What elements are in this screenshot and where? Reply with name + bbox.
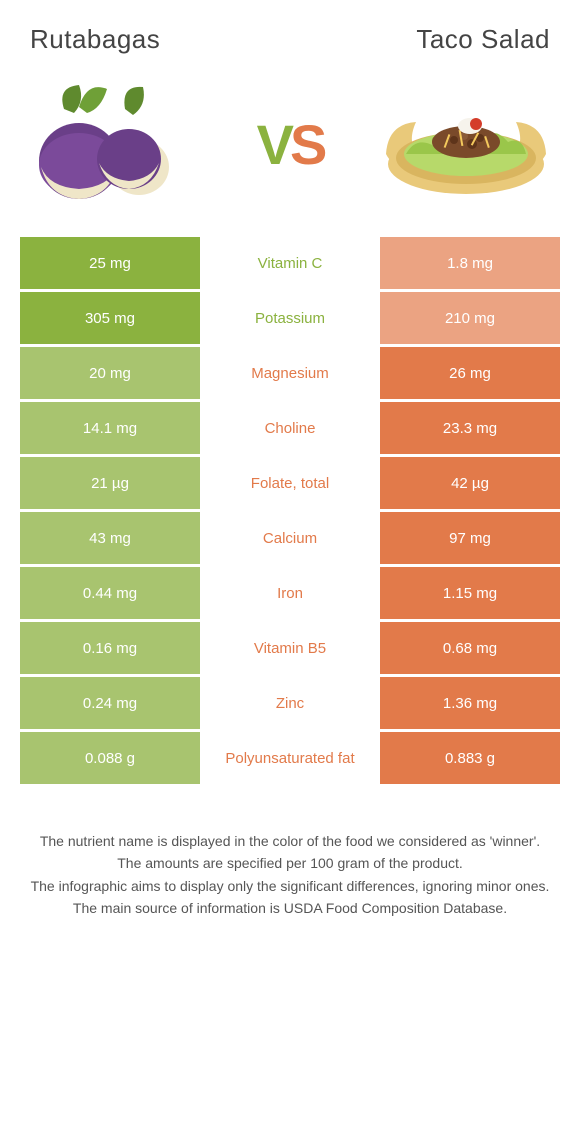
footnotes: The nutrient name is displayed in the co… xyxy=(20,787,560,918)
nutrient-row: 0.088 gPolyunsaturated fat0.883 g xyxy=(20,732,560,784)
right-value-cell: 1.36 mg xyxy=(380,677,560,729)
footnote-line: The infographic aims to display only the… xyxy=(20,876,560,896)
right-value-cell: 210 mg xyxy=(380,292,560,344)
nutrient-row: 21 µgFolate, total42 µg xyxy=(20,457,560,509)
nutrient-name: Iron xyxy=(203,567,377,619)
left-value-cell: 20 mg xyxy=(20,347,200,399)
left-value-cell: 25 mg xyxy=(20,237,200,289)
footnote-line: The amounts are specified per 100 gram o… xyxy=(20,853,560,873)
nutrient-name: Vitamin C xyxy=(203,237,377,289)
right-value-cell: 23.3 mg xyxy=(380,402,560,454)
left-value-cell: 0.16 mg xyxy=(20,622,200,674)
nutrient-row: 14.1 mgCholine23.3 mg xyxy=(20,402,560,454)
left-value-cell: 21 µg xyxy=(20,457,200,509)
left-value-cell: 0.24 mg xyxy=(20,677,200,729)
right-value-cell: 1.15 mg xyxy=(380,567,560,619)
nutrient-row: 305 mgPotassium210 mg xyxy=(20,292,560,344)
right-value-cell: 26 mg xyxy=(380,347,560,399)
nutrient-name: Folate, total xyxy=(203,457,377,509)
nutrient-row: 43 mgCalcium97 mg xyxy=(20,512,560,564)
vs-label: VS xyxy=(257,112,324,177)
nutrient-row: 0.24 mgZinc1.36 mg xyxy=(20,677,560,729)
left-value-cell: 14.1 mg xyxy=(20,402,200,454)
nutrient-name: Choline xyxy=(203,402,377,454)
left-value-cell: 43 mg xyxy=(20,512,200,564)
taco-salad-image xyxy=(376,79,556,209)
header-titles: Rutabagas Taco Salad xyxy=(20,24,560,79)
footnote-line: The main source of information is USDA F… xyxy=(20,898,560,918)
nutrient-row: 0.44 mgIron1.15 mg xyxy=(20,567,560,619)
nutrient-name: Magnesium xyxy=(203,347,377,399)
nutrient-table: 25 mgVitamin C1.8 mg305 mgPotassium210 m… xyxy=(20,237,560,784)
nutrient-name: Calcium xyxy=(203,512,377,564)
right-value-cell: 42 µg xyxy=(380,457,560,509)
right-value-cell: 0.883 g xyxy=(380,732,560,784)
vs-s: S xyxy=(290,113,323,176)
right-food-title: Taco Salad xyxy=(416,24,550,55)
left-food-title: Rutabagas xyxy=(30,24,160,55)
nutrient-name: Potassium xyxy=(203,292,377,344)
rutabagas-image xyxy=(24,79,204,209)
nutrient-row: 25 mgVitamin C1.8 mg xyxy=(20,237,560,289)
vs-v: V xyxy=(257,113,290,176)
left-value-cell: 305 mg xyxy=(20,292,200,344)
nutrient-name: Zinc xyxy=(203,677,377,729)
footnote-line: The nutrient name is displayed in the co… xyxy=(20,831,560,851)
right-value-cell: 97 mg xyxy=(380,512,560,564)
nutrient-name: Polyunsaturated fat xyxy=(203,732,377,784)
nutrient-row: 0.16 mgVitamin B50.68 mg xyxy=(20,622,560,674)
left-value-cell: 0.088 g xyxy=(20,732,200,784)
nutrient-row: 20 mgMagnesium26 mg xyxy=(20,347,560,399)
right-value-cell: 1.8 mg xyxy=(380,237,560,289)
right-value-cell: 0.68 mg xyxy=(380,622,560,674)
nutrient-name: Vitamin B5 xyxy=(203,622,377,674)
hero-row: VS xyxy=(20,79,560,237)
left-value-cell: 0.44 mg xyxy=(20,567,200,619)
